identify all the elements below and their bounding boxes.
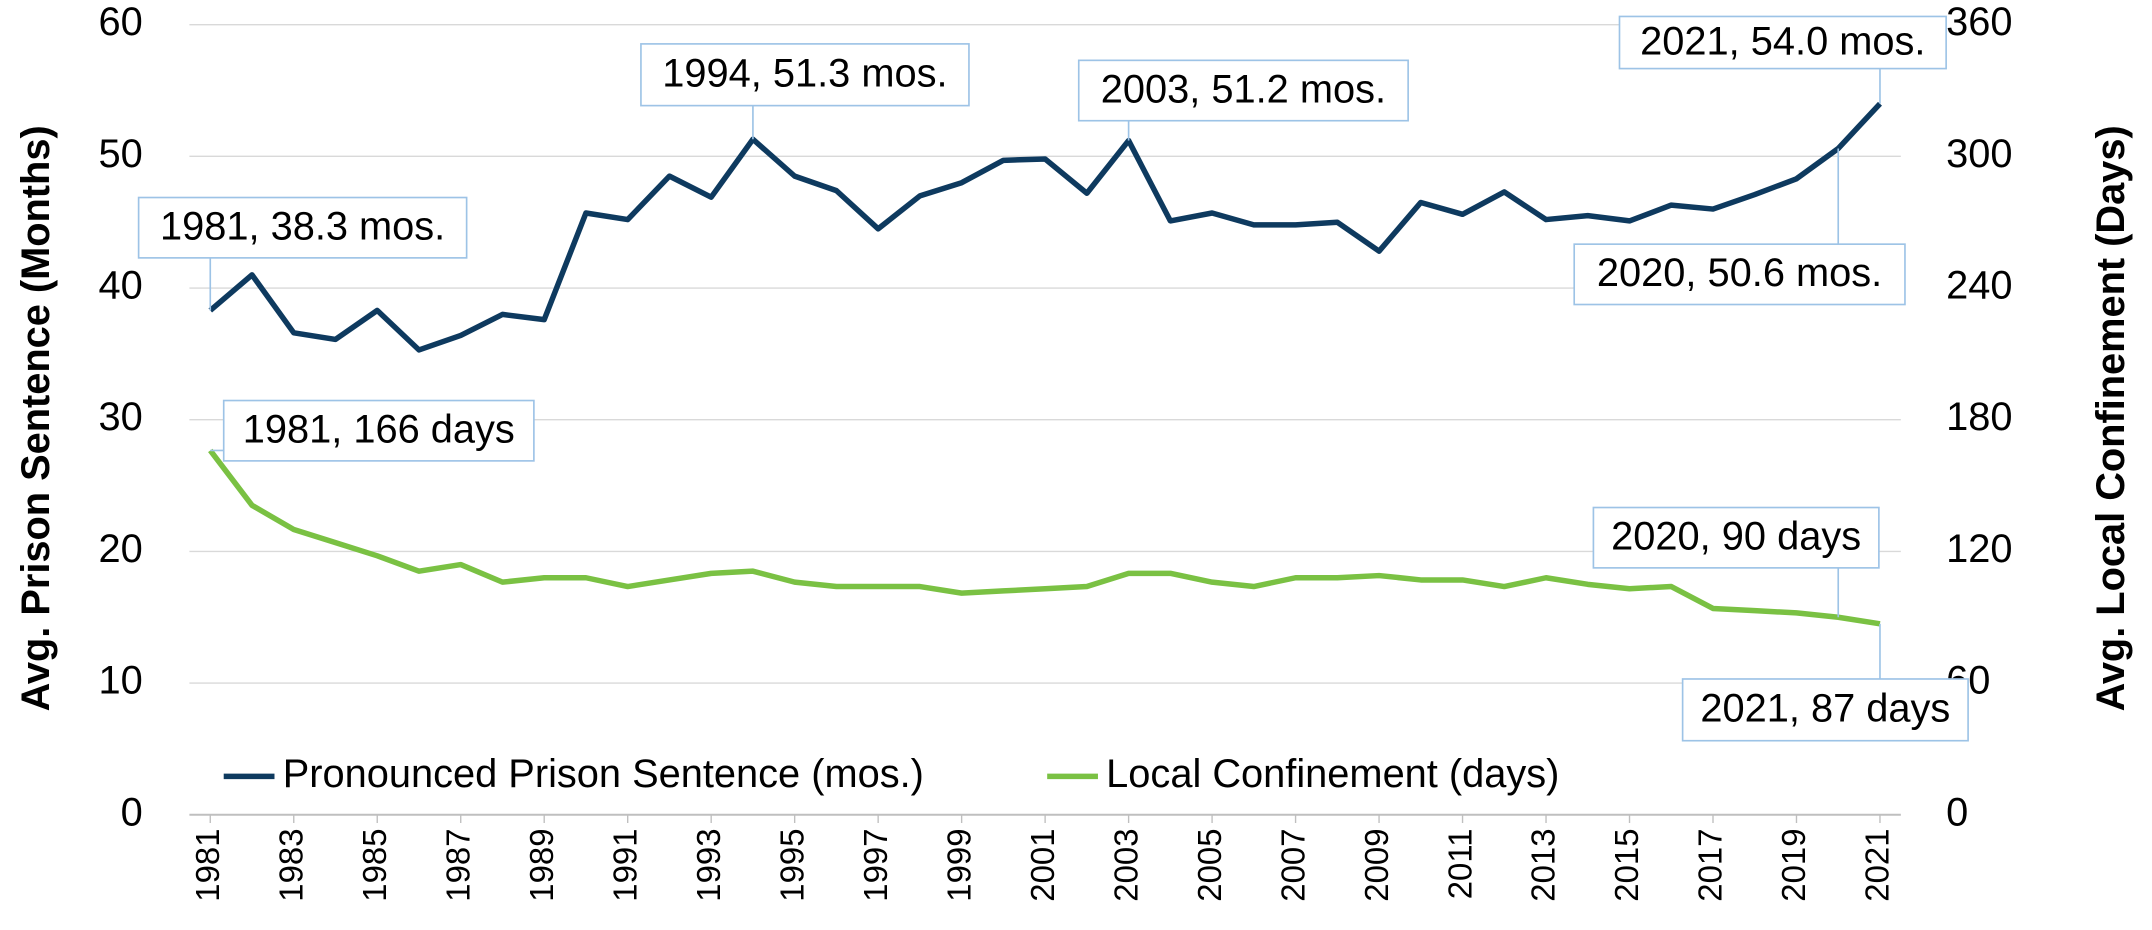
legend-label: Pronounced Prison Sentence (mos.) — [283, 752, 924, 796]
y-tick-label: 40 — [98, 264, 142, 308]
annotation-box — [640, 43, 970, 107]
x-tick-label: 2021 — [1859, 828, 1896, 901]
x-tick-label: 2015 — [1608, 828, 1645, 901]
x-tick-label: 1997 — [857, 828, 894, 901]
x-tick-label: 2017 — [1692, 828, 1729, 901]
y-tick-label: 30 — [98, 395, 142, 439]
annotation: 1994, 51.3 mos. — [662, 52, 947, 96]
x-tick-label: 2003 — [1107, 828, 1144, 901]
y2-tick-label: 240 — [1946, 264, 2012, 308]
annotation: 1981, 166 days — [243, 408, 515, 452]
x-tick-label: 1987 — [439, 828, 476, 901]
x-tick-label: 2005 — [1191, 828, 1228, 901]
x-tick-label: 2013 — [1525, 828, 1562, 901]
y2-tick-label: 300 — [1946, 132, 2012, 176]
y-axis-title: Avg. Prison Sentence (Months) — [14, 125, 58, 711]
annotation-box — [1592, 506, 1880, 569]
legend-label: Local Confinement (days) — [1106, 752, 1559, 796]
x-tick-label: 1989 — [523, 828, 560, 901]
y-tick-label: 60 — [98, 0, 142, 44]
y-tick-label: 10 — [98, 659, 142, 703]
series-line — [208, 448, 1881, 627]
y2-tick-label: 120 — [1946, 527, 2012, 571]
annotation: 2021, 87 days — [1700, 687, 1950, 731]
x-tick-label: 1981 — [189, 828, 226, 901]
x-tick-label: 2019 — [1775, 828, 1812, 901]
x-tick-label: 1999 — [940, 828, 977, 901]
annotation: 2020, 50.6 mos. — [1597, 251, 1882, 295]
annotation-box — [1573, 243, 1906, 306]
y2-axis-title: Avg. Local Confinement (Days) — [2089, 125, 2133, 711]
series-line — [208, 101, 1882, 353]
annotation-box — [1077, 59, 1409, 122]
x-tick-label: 1985 — [356, 828, 393, 901]
annotation: 1981, 38.3 mos. — [160, 205, 445, 249]
annotation-box — [137, 196, 468, 259]
x-tick-label: 1993 — [690, 828, 727, 901]
annotation-box — [1681, 678, 1969, 742]
x-tick-label: 1983 — [272, 828, 309, 901]
annotation: 2020, 90 days — [1611, 515, 1861, 559]
annotation-box — [222, 399, 535, 462]
y2-tick-label: 180 — [1946, 395, 2012, 439]
x-tick-label: 1995 — [773, 828, 810, 901]
y-tick-label: 0 — [121, 790, 143, 834]
annotation: 2003, 51.2 mos. — [1101, 67, 1386, 111]
y-tick-label: 20 — [98, 527, 142, 571]
annotation: 2021, 54.0 mos. — [1640, 19, 1925, 63]
y2-tick-label: 0 — [1946, 790, 1968, 834]
x-tick-label: 2007 — [1274, 828, 1311, 901]
x-tick-label: 1991 — [606, 828, 643, 901]
x-tick-label: 2011 — [1441, 828, 1478, 899]
x-tick-label: 2001 — [1024, 828, 1061, 901]
annotation-box — [1618, 15, 1947, 70]
y2-tick-label: 360 — [1946, 0, 2012, 44]
y-tick-label: 50 — [98, 132, 142, 176]
x-tick-label: 2009 — [1358, 828, 1395, 901]
